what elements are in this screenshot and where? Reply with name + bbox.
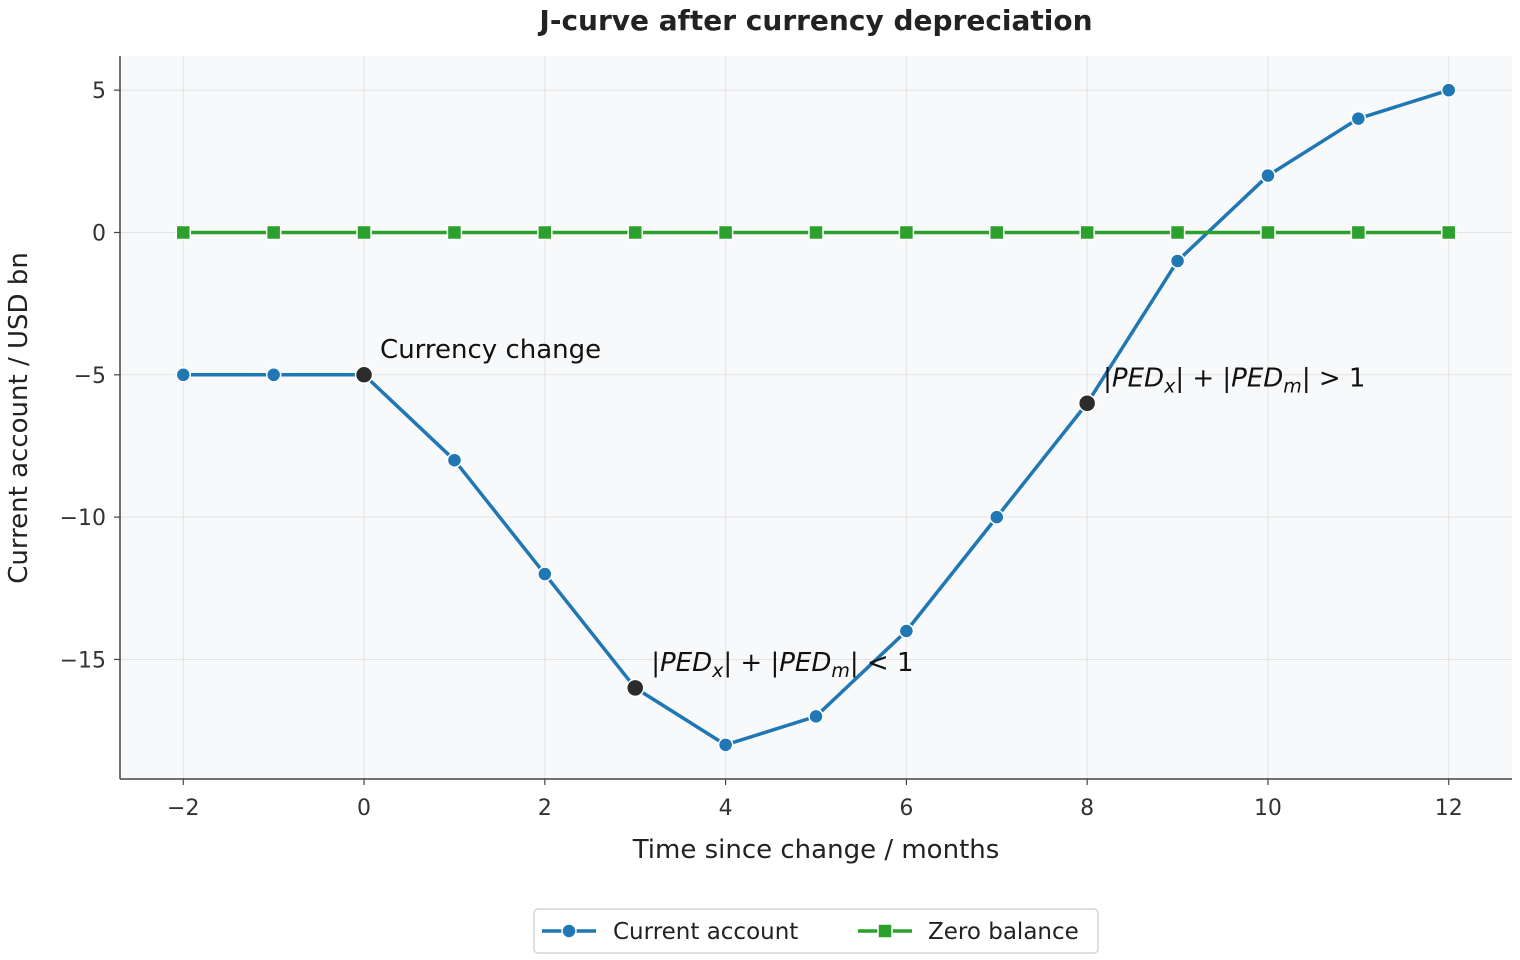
- x-tick-label: 4: [719, 796, 733, 821]
- data-point-current-account: [898, 623, 915, 639]
- x-tick-label: 12: [1435, 796, 1463, 821]
- data-point-zero-balance: [1350, 224, 1367, 241]
- x-axis-label: Time since change / months: [632, 835, 1000, 865]
- data-point-current-account: [1260, 167, 1276, 184]
- data-point-zero-balance: [175, 224, 192, 241]
- y-tick-label: −10: [60, 506, 106, 531]
- data-point-current-account: [989, 509, 1005, 525]
- legend-item-current-account: Current account: [542, 919, 798, 945]
- axes: [119, 56, 1512, 780]
- x-ticks: −2 0 2 4 6 8 10 12: [167, 779, 1463, 821]
- data-point-current-account: [537, 566, 553, 582]
- annotation-1-part: | < 1: [850, 648, 914, 678]
- data-point-zero-balance: [537, 224, 553, 241]
- annotation-1-part: | + |: [723, 648, 779, 678]
- annotation-2-part: PED: [1112, 363, 1164, 393]
- data-point-current-account: [717, 737, 734, 753]
- annotation-2-part: PED: [1231, 363, 1283, 393]
- data-point-current-account: [1350, 110, 1367, 127]
- annotation-1: |PEDx| + |PEDm| < 1: [651, 648, 913, 682]
- annotation-1-part: |: [651, 648, 660, 678]
- data-point-current-account: [265, 367, 282, 383]
- data-point-zero-balance: [265, 224, 282, 241]
- annotation-1-part: PED: [779, 648, 831, 678]
- legend-marker-current-account: [561, 923, 577, 939]
- annotation-1-part: m: [831, 660, 850, 682]
- grid-lines: [120, 56, 1512, 779]
- data-point-current-account: [446, 452, 463, 468]
- y-axis-label: Current account / USD bn: [4, 252, 34, 584]
- data-point-zero-balance: [717, 224, 734, 241]
- plot-area: [120, 56, 1512, 779]
- legend-label-zero-balance: Zero balance: [928, 919, 1079, 945]
- x-tick-label: 10: [1254, 796, 1282, 821]
- data-point-current-account: [175, 367, 192, 383]
- data-point-zero-balance: [989, 224, 1005, 241]
- series-zero-balance: [175, 224, 1457, 241]
- annotation-1-part: PED: [660, 648, 712, 678]
- highlight-point: [625, 678, 645, 698]
- highlight-point: [354, 365, 374, 385]
- x-tick-label: 8: [1080, 796, 1094, 821]
- x-tick-label: −2: [167, 796, 199, 821]
- y-tick-label: 5: [92, 79, 106, 104]
- data-point-current-account: [808, 708, 824, 725]
- annotation-2-part: |: [1103, 363, 1112, 393]
- annotation-2-part: | + |: [1175, 363, 1231, 393]
- legend-item-zero-balance: Zero balance: [858, 919, 1079, 945]
- data-point-zero-balance: [1260, 224, 1276, 241]
- data-point-current-account: [1169, 253, 1186, 269]
- x-tick-label: 0: [357, 796, 371, 821]
- y-ticks: 5 0 −5 −10 −15: [60, 79, 120, 673]
- data-point-zero-balance: [1440, 224, 1457, 241]
- chart-title: J-curve after currency depreciation: [537, 4, 1092, 37]
- legend-label-current-account: Current account: [613, 919, 798, 945]
- highlight-point: [1077, 394, 1097, 413]
- data-point-zero-balance: [1079, 224, 1095, 241]
- y-tick-label: −5: [74, 364, 106, 389]
- y-tick-label: −15: [60, 648, 106, 673]
- annotation-2-part: m: [1283, 375, 1302, 397]
- legend-frame: [533, 908, 1099, 954]
- y-tick-label: 0: [92, 221, 106, 246]
- annotations: Currency change|PEDx| + |PEDm| < 1|PEDx|…: [380, 335, 1365, 682]
- annotation-2: |PEDx| + |PEDm| > 1: [1103, 363, 1365, 397]
- data-point-current-account: [1440, 82, 1457, 98]
- data-point-zero-balance: [446, 224, 463, 241]
- data-point-zero-balance: [627, 224, 643, 241]
- x-tick-label: 6: [899, 796, 913, 821]
- annotation-0: Currency change: [380, 335, 601, 365]
- annotation-2-part: | > 1: [1302, 363, 1366, 393]
- data-point-zero-balance: [356, 224, 372, 241]
- legend: Current account Zero balance: [533, 908, 1099, 954]
- data-point-zero-balance: [808, 224, 824, 241]
- highlight-points: [354, 365, 1097, 698]
- series-layer: [175, 82, 1457, 753]
- data-point-zero-balance: [898, 224, 915, 241]
- x-tick-label: 2: [538, 796, 552, 821]
- annotation-1-part: x: [711, 660, 724, 682]
- data-point-zero-balance: [1169, 224, 1186, 241]
- legend-marker-zero-balance: [877, 923, 893, 939]
- annotation-2-part: x: [1163, 375, 1176, 397]
